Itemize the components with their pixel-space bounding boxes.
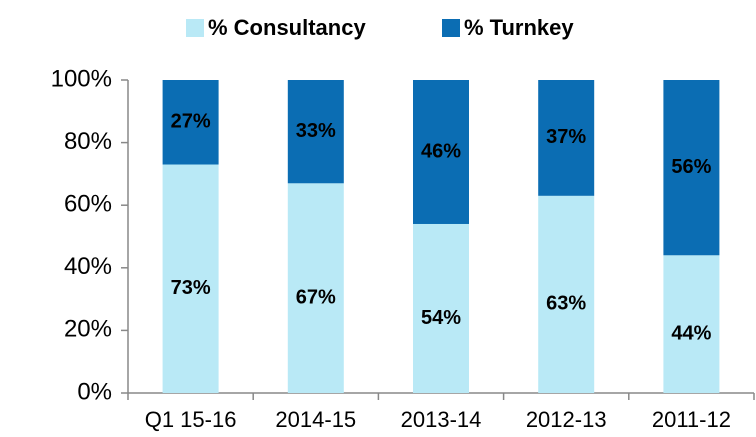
bar-segment bbox=[663, 80, 720, 256]
bar-segment bbox=[413, 80, 469, 224]
data-label: 73% bbox=[171, 277, 211, 299]
x-tick-label: 2011-12 bbox=[652, 407, 731, 432]
x-tick-label: 2014-15 bbox=[275, 407, 356, 432]
x-tick-label: 2012-13 bbox=[526, 407, 607, 432]
bar-segment bbox=[162, 80, 219, 165]
x-tick-label: Q1 15-16 bbox=[145, 407, 237, 432]
y-tick-label: 40% bbox=[64, 253, 112, 280]
y-tick-label: 80% bbox=[64, 128, 112, 155]
bar-segment bbox=[413, 223, 469, 393]
data-label: 54% bbox=[421, 307, 461, 329]
data-label: 63% bbox=[546, 293, 586, 315]
bar-segment bbox=[538, 195, 595, 393]
legend-label: % Consultancy bbox=[208, 15, 366, 40]
y-tick-label: 60% bbox=[64, 191, 112, 218]
bar-segment bbox=[663, 255, 720, 393]
bar-segment bbox=[287, 80, 344, 184]
data-label: 44% bbox=[671, 322, 711, 344]
legend-swatch bbox=[186, 19, 204, 37]
legend-swatch bbox=[442, 19, 460, 37]
data-label: 27% bbox=[171, 111, 211, 133]
bar-segment bbox=[538, 80, 595, 196]
x-tick-label: 2013-14 bbox=[401, 407, 482, 432]
y-tick-label: 20% bbox=[64, 316, 112, 343]
y-tick-label: 0% bbox=[77, 378, 112, 405]
data-label: 56% bbox=[671, 156, 711, 178]
bar-segment bbox=[287, 183, 344, 393]
data-label: 67% bbox=[296, 286, 336, 308]
bar-segment bbox=[162, 164, 219, 393]
data-label: 46% bbox=[421, 140, 461, 162]
y-tick-label: 100% bbox=[51, 65, 112, 92]
legend-label: % Turnkey bbox=[464, 15, 574, 40]
data-label: 33% bbox=[296, 120, 336, 142]
data-label: 37% bbox=[546, 126, 586, 148]
